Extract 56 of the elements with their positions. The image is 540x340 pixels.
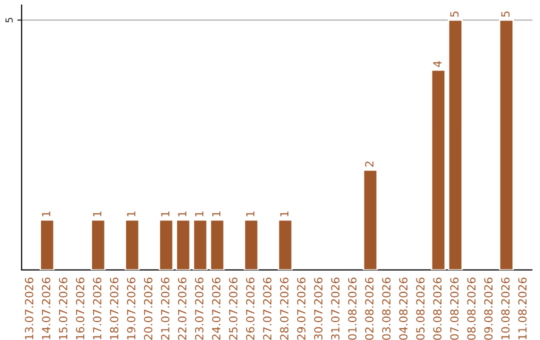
bar [430,69,446,270]
x-tick-label: 30.07.2026 [314,278,322,340]
bar [192,219,208,270]
x-tick-label: 15.07.2026 [58,278,68,340]
bar [362,169,378,270]
x-tick-label: 21.07.2026 [161,278,170,340]
bar [90,219,106,270]
data-label: 5 [501,11,510,17]
bar [176,219,191,270]
x-tick-label: 05.08.2026 [416,278,425,340]
data-label: 1 [280,211,288,216]
bar [244,219,259,270]
data-label: 2 [365,162,374,167]
x-tick-label: 31.07.2026 [331,278,340,340]
data-label: 1 [161,211,170,216]
x-tick-label: 25.07.2026 [229,278,238,340]
x-tick-label: 02.08.2026 [365,278,374,340]
x-tick-label: 23.07.2026 [195,278,204,340]
x-tick-label: 19.07.2026 [126,278,136,340]
x-tick-label: 20.07.2026 [144,278,152,340]
x-tick-label: 29.07.2026 [297,278,306,340]
x-tick-label: 16.07.2026 [76,278,84,340]
x-tick-label: 14.07.2026 [42,278,50,340]
x-tick-label: 01.08.2026 [348,278,357,340]
data-label: 1 [212,211,220,216]
bar [498,19,514,270]
data-label: 1 [195,211,204,216]
bar [40,219,55,270]
data-label: 1 [246,211,254,216]
data-label: 5 [450,11,459,17]
data-label: 1 [42,211,50,216]
x-tick-label: 08.08.2026 [467,278,476,340]
x-tick-label: 03.08.2026 [382,278,391,340]
x-tick-label: 11.08.2026 [518,278,527,340]
bar [448,19,463,270]
x-tick-label: 17.07.2026 [92,278,102,340]
data-label: 4 [433,61,442,68]
x-tick-label: 22.07.2026 [178,278,186,340]
x-tick-label: 24.07.2026 [212,278,220,340]
x-tick-label: 09.08.2026 [484,278,493,340]
x-tick-label: 26.07.2026 [246,278,254,340]
x-tick-label: 07.08.2026 [450,278,459,340]
bar [210,219,225,270]
x-tick-label: 18.07.2026 [110,278,118,340]
data-label: 1 [93,211,102,216]
x-tick-label: 06.08.2026 [433,278,442,340]
bar [124,219,140,270]
bar [158,219,174,270]
x-tick-label: 13.07.2026 [24,278,34,340]
x-tick-label: 04.08.2026 [399,278,408,340]
bar [278,219,293,270]
x-tick-label: 27.07.2026 [263,278,272,340]
x-tick-label: 28.07.2026 [280,278,288,340]
x-tick-label: 10.08.2026 [501,278,510,340]
data-label: 1 [178,211,186,216]
data-label: 1 [127,211,136,216]
